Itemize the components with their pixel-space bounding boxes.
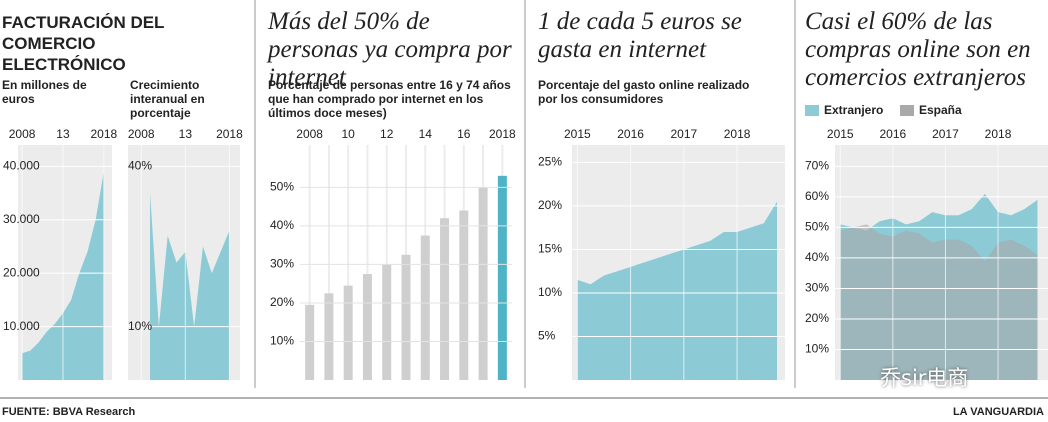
bar — [440, 218, 450, 380]
y-tick-label: 10% — [270, 334, 294, 348]
area — [150, 193, 230, 380]
x-tick-label: 2008 — [296, 127, 323, 141]
chart-title: Casi el 60% de las compras online son en… — [805, 8, 1031, 91]
bar-track — [308, 145, 311, 380]
bar — [497, 175, 507, 380]
y-tick-label: 70% — [805, 159, 829, 173]
x-tick-label: 2018 — [90, 127, 117, 141]
x-tick-label: 10 — [342, 127, 356, 141]
legend-label: España — [919, 103, 962, 117]
x-tick-label: 13 — [179, 127, 193, 141]
bar — [324, 293, 334, 380]
y-tick-label: 50% — [270, 180, 294, 194]
y-tick-label: 25% — [538, 155, 562, 169]
chart-title: FACTURACIÓN DEL COMERCIO ELECTRÓNICO — [2, 13, 165, 74]
bar-track — [366, 145, 369, 380]
x-tick-label: 2008 — [9, 127, 36, 141]
bar — [305, 304, 315, 380]
y-tick-label: 20% — [270, 295, 294, 309]
x-tick-label: 2016 — [617, 127, 644, 141]
chart-subtitle: Porcentaje del gasto online realizado po… — [538, 78, 750, 106]
bar — [343, 285, 353, 380]
legend-item: Extranjero — [805, 103, 883, 117]
chart-title: Más del 50% de personas ya compra por in… — [268, 8, 512, 91]
chart-subtitle: En millones de euros — [2, 78, 87, 106]
y-tick-label: 40.000 — [3, 159, 40, 173]
x-tick-label: 2008 — [128, 127, 155, 141]
watermark: 乔sir电商 — [880, 366, 969, 390]
y-tick-label: 30% — [270, 257, 294, 271]
x-tick-label: 2018 — [985, 127, 1012, 141]
chart-subtitle: Crecimiento interanual en porcentaje — [130, 78, 205, 120]
y-tick-label: 10% — [538, 285, 562, 299]
y-tick-label: 40% — [270, 218, 294, 232]
y-tick-label: 20% — [805, 311, 829, 325]
y-tick-label: 60% — [805, 189, 829, 203]
bar — [459, 210, 469, 380]
x-tick-label: 2018 — [216, 127, 243, 141]
chart-subtitle: Porcentaje de personas entre 16 y 74 año… — [268, 78, 511, 120]
legend-swatch — [805, 104, 819, 116]
y-tick-label: 10% — [128, 319, 152, 333]
y-tick-label: 20% — [538, 198, 562, 212]
legend-label: Extranjero — [824, 103, 884, 117]
bar — [401, 254, 411, 380]
y-tick-label: 40% — [805, 250, 829, 264]
x-tick-label: 2017 — [932, 127, 959, 141]
x-tick-label: 14 — [419, 127, 433, 141]
x-tick-label: 2015 — [564, 127, 591, 141]
y-tick-label: 15% — [538, 242, 562, 256]
bar — [478, 187, 488, 380]
area — [22, 171, 104, 380]
x-tick-label: 2016 — [880, 127, 907, 141]
x-tick-label: 12 — [380, 127, 394, 141]
x-tick-label: 2017 — [670, 127, 697, 141]
x-tick-label: 2015 — [827, 127, 854, 141]
legend-swatch — [900, 104, 914, 116]
x-tick-label: 13 — [56, 127, 70, 141]
legend-item: España — [900, 103, 962, 117]
y-tick-label: 20.000 — [3, 265, 40, 279]
y-tick-label: 40% — [128, 159, 152, 173]
source: FUENTE: BBVA Research — [2, 406, 136, 418]
x-tick-label: 2018 — [489, 127, 516, 141]
y-tick-label: 30% — [805, 281, 829, 295]
y-tick-label: 5% — [538, 329, 556, 343]
area — [840, 224, 1038, 380]
bar — [420, 235, 430, 380]
area — [577, 201, 778, 380]
y-tick-label: 10% — [805, 342, 829, 356]
bar — [362, 274, 372, 380]
x-tick-label: 2018 — [724, 127, 751, 141]
y-tick-label: 50% — [805, 220, 829, 234]
x-tick-label: 16 — [457, 127, 471, 141]
y-tick-label: 30.000 — [3, 212, 40, 226]
brand: LA VANGUARDIA — [952, 406, 1044, 418]
bar — [382, 264, 392, 380]
bar-track — [385, 145, 388, 380]
bar-track — [327, 145, 330, 380]
bar-track — [347, 145, 350, 380]
chart-title: 1 de cada 5 euros se gasta en internet — [538, 8, 742, 63]
y-tick-label: 10.000 — [3, 319, 40, 333]
